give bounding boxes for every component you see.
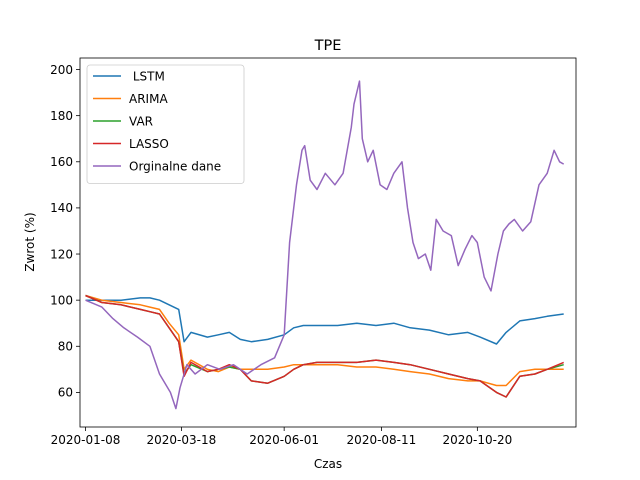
x-tick-label-4: 2020-10-20 (442, 433, 512, 447)
legend-label-3: LASSO (129, 137, 169, 151)
series-line-0 (85, 297, 564, 345)
y-tick-label-6: 180 (50, 109, 73, 123)
legend-label-1: ARIMA (129, 92, 168, 106)
y-tick-label-2: 100 (50, 293, 73, 307)
series-layer (85, 80, 565, 410)
legend-label-2: VAR (129, 114, 153, 128)
y-tick-label-7: 200 (50, 63, 73, 77)
x-tick-label-1: 2020-03-18 (147, 433, 217, 447)
y-axis-label: Zwrot (%) (23, 212, 37, 271)
x-tick-label-3: 2020-08-11 (347, 433, 417, 447)
series-line-3 (85, 294, 564, 398)
y-tick-label-3: 120 (50, 247, 73, 261)
series-line-1 (85, 294, 564, 387)
legend-label-0: LSTM (129, 69, 165, 83)
x-tick-label-0: 2020-01-08 (51, 433, 121, 447)
x-axis-label: Czas (314, 457, 342, 471)
chart-title: TPE (314, 38, 342, 54)
y-tick-label-4: 140 (50, 201, 73, 215)
legend: LSTM ARIMA VAR LASSO Orginalne dane (86, 64, 245, 184)
y-tick-label-1: 80 (58, 340, 73, 354)
series-line-4 (85, 80, 565, 410)
y-axis: 60 80 100 120 140 160 180 200 (50, 63, 80, 400)
y-tick-label-5: 160 (50, 155, 73, 169)
x-tick-label-2: 2020-06-01 (249, 433, 319, 447)
plot-frame (79, 57, 577, 428)
y-tick-label-0: 60 (58, 386, 73, 400)
legend-box (86, 64, 245, 184)
legend-label-4: Orginalne dane (129, 159, 221, 173)
x-axis: 2020-01-08 2020-03-18 2020-06-01 2020-08-11… (51, 427, 512, 447)
